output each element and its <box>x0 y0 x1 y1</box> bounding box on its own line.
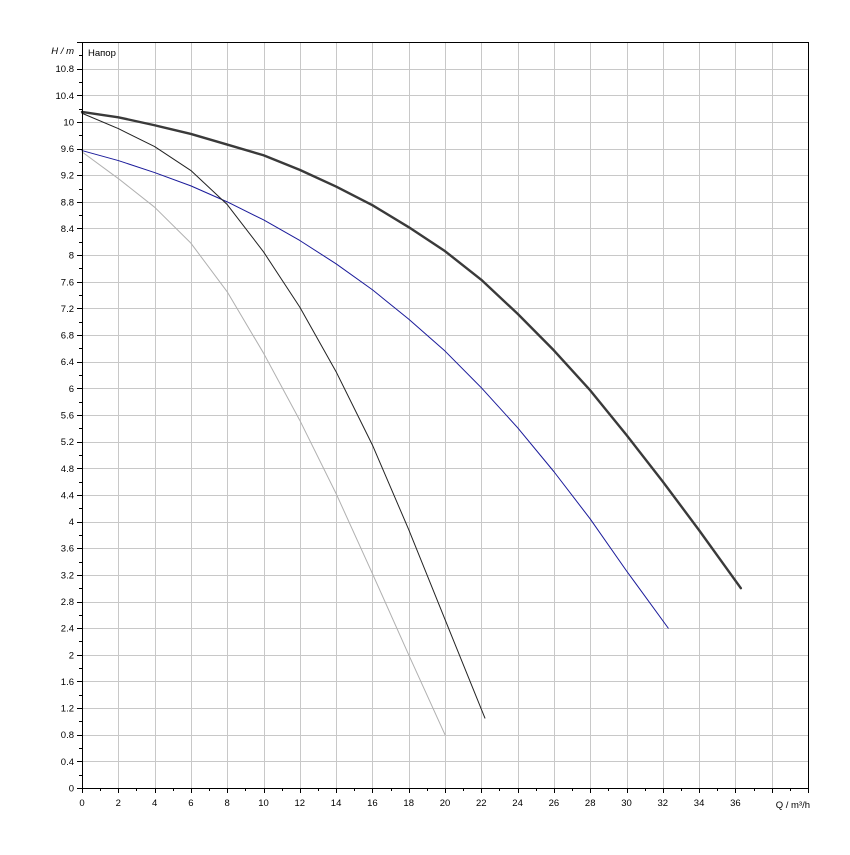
y-tick-label: 10.8 <box>56 64 75 75</box>
x-tick-label: 16 <box>367 798 378 809</box>
y-tick-label: 10 <box>63 117 74 128</box>
x-tick-label: 14 <box>331 798 342 809</box>
x-tick-label: 32 <box>658 798 669 809</box>
x-tick-label: 24 <box>512 798 523 809</box>
y-tick-label: 0 <box>69 784 74 795</box>
x-axis-label: Q / m³/h <box>776 800 810 811</box>
y-tick-label: 1.6 <box>61 677 74 688</box>
y-tick-label: 4.8 <box>61 464 74 475</box>
y-tick-label: 2.8 <box>61 597 74 608</box>
x-tick-label: 26 <box>549 798 560 809</box>
y-tick-label: 10.4 <box>56 91 75 102</box>
y-tick-label: 7.6 <box>61 277 74 288</box>
series-line-1 <box>80 110 743 590</box>
y-tick-label: 2.4 <box>61 624 74 635</box>
y-tick-label: 9.2 <box>61 171 74 182</box>
y-tick-label: 6.4 <box>61 357 74 368</box>
x-tick-label: 36 <box>730 798 741 809</box>
x-tick-label: 0 <box>79 798 84 809</box>
grid-layer <box>82 42 809 789</box>
y-tick-label: 7.2 <box>61 304 74 315</box>
x-tick-label: 10 <box>258 798 269 809</box>
y-tick-label: 0.4 <box>61 757 74 768</box>
y-tick-label: 3.6 <box>61 544 74 555</box>
chart-title: Напор <box>88 48 116 59</box>
y-tick-label: 5.2 <box>61 437 74 448</box>
y-tick-label: 6 <box>69 384 74 395</box>
x-tick-label: 28 <box>585 798 596 809</box>
x-tick-label: 6 <box>188 798 193 809</box>
y-tick-label: 1.2 <box>61 704 74 715</box>
x-tick-label: 34 <box>694 798 705 809</box>
y-tick-label: 8 <box>69 251 74 262</box>
y-axis-label: H / m <box>51 46 74 57</box>
y-tick-label: 8.4 <box>61 224 74 235</box>
axes-layer: 0 2 4 6 8 10 12 14 16 18 20 22 24 26 28 30 32 34 3600.40.8… <box>56 42 809 809</box>
y-tick-label: 4.4 <box>61 490 74 501</box>
y-tick-label: 3.2 <box>61 570 74 581</box>
x-tick-label: 22 <box>476 798 487 809</box>
x-tick-label: 4 <box>152 798 157 809</box>
x-tick-label: 30 <box>621 798 632 809</box>
x-tick-label: 12 <box>295 798 306 809</box>
y-tick-label: 4 <box>69 517 74 528</box>
y-tick-label: 8.8 <box>61 197 74 208</box>
y-tick-label: 6.8 <box>61 331 74 342</box>
x-tick-label: 8 <box>225 798 230 809</box>
series-layer <box>80 110 743 736</box>
x-tick-label: 2 <box>116 798 121 809</box>
x-tick-label: 20 <box>440 798 451 809</box>
y-tick-label: 2 <box>69 650 74 661</box>
label-layer: H / m Напор Q / m³/h <box>51 46 810 811</box>
y-tick-label: 5.6 <box>61 411 74 422</box>
series-line-2 <box>81 150 669 629</box>
series-line-3 <box>81 112 486 719</box>
x-tick-label: 18 <box>403 798 414 809</box>
y-tick-label: 0.8 <box>61 730 74 741</box>
series-line-4 <box>81 151 446 736</box>
y-tick-label: 9.6 <box>61 144 74 155</box>
